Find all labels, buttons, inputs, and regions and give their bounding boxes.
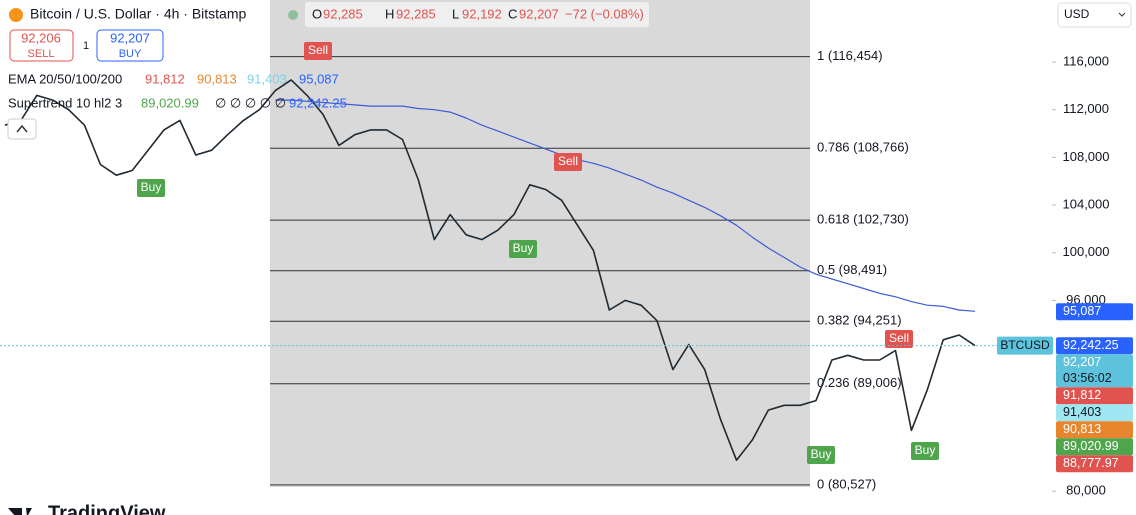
signal-badge (911, 442, 939, 460)
change: −72 (−0.08%) (565, 6, 644, 21)
price-badge-sublabel: 03:56:02 (1063, 371, 1112, 385)
price-badge (1056, 303, 1133, 321)
indicator-value: 91,812 (145, 71, 185, 86)
price-badge (1056, 438, 1133, 456)
signal-badge (304, 42, 332, 60)
price-badge (1056, 387, 1133, 405)
indicator-value: 90,813 (197, 71, 237, 86)
price-badge-label: 91,812 (1063, 388, 1101, 402)
buy-label: BUY (119, 48, 142, 60)
price-badge-label: 95,087 (1063, 304, 1101, 318)
indicator-value: ∅ ∅ ∅ ∅ ∅ (215, 95, 286, 110)
fib-label: 1 (116,454) (817, 48, 883, 63)
fib-label: 0.786 (108,766) (817, 140, 909, 155)
buy-price: 92,207 (110, 30, 150, 45)
symbol-badge-label: BTCUSD (1000, 338, 1050, 352)
quantity: 1 (83, 40, 89, 52)
ohlc-value: 92,285 (323, 6, 363, 21)
price-badge-label: 92,207 (1063, 355, 1101, 369)
ohlc-key: L (452, 6, 459, 21)
symbol-logo (9, 8, 23, 22)
price-badge (1056, 404, 1133, 422)
fib-label: 0.382 (94,251) (817, 313, 902, 328)
y-tick-label: 96,000 (1066, 292, 1106, 307)
brand: TradingView (48, 502, 166, 515)
y-tick-label: 104,000 (1063, 196, 1110, 211)
signal-badge (554, 153, 582, 171)
signal-label: Buy (811, 447, 832, 461)
price-badge (1056, 421, 1133, 439)
dropdown-icon (1118, 12, 1126, 17)
fib-label: 0 (80,527) (817, 476, 876, 491)
price-badge-label: 88,777.97 (1063, 456, 1119, 470)
currency: USD (1064, 7, 1090, 21)
y-tick-label: 100,000 (1063, 244, 1110, 259)
y-tick-label: 112,000 (1063, 101, 1109, 116)
symbol-badge (997, 336, 1053, 355)
ohlc-key: C (508, 6, 517, 21)
signal-label: Buy (513, 241, 534, 255)
price-badge-label: 90,813 (1063, 422, 1101, 436)
brand-logo (8, 508, 32, 515)
currency-select[interactable] (1057, 2, 1132, 28)
signal-label: Buy (141, 180, 162, 194)
y-tick-label: 108,000 (1063, 149, 1110, 164)
fib-label: 0.5 (98,491) (817, 262, 887, 277)
ohlc-value: 92,285 (396, 6, 436, 21)
signal-label: Sell (308, 43, 328, 57)
price-badge (1056, 354, 1133, 388)
fib-label: 0.618 (102,730) (817, 212, 909, 227)
indicator-value: 92,242.25 (289, 95, 347, 110)
ohlc-value: 92,192 (462, 6, 502, 21)
ohlc-box (305, 2, 649, 27)
signal-badge (509, 240, 537, 258)
signal-badge (137, 179, 165, 197)
indicator-value: 91,403 (247, 71, 287, 86)
signal-label: Sell (558, 154, 578, 168)
sell-price: 92,206 (21, 30, 61, 45)
indicator-name: Supertrend 10 hl2 3 (8, 95, 122, 110)
status-dot (288, 10, 298, 20)
plot: 80,000 96,000 100,000 104,000 108,000 112,000… (0, 42, 1133, 498)
price-badge (1056, 337, 1133, 355)
indicator-value: 95,087 (299, 71, 339, 86)
signal-label: Buy (915, 443, 936, 457)
price-badge-label: 91,403 (1063, 405, 1101, 419)
collapse-button[interactable] (7, 118, 37, 140)
indicator-value: 89,020.99 (141, 95, 199, 110)
selection-region (270, 0, 810, 487)
collapse-icon (16, 124, 28, 133)
fib-label: 0.236 (89,006) (817, 375, 902, 390)
price-badge-label: 92,242.25 (1063, 338, 1119, 352)
y-tick-label: 80,000 (1066, 483, 1106, 498)
sell-label: SELL (28, 48, 55, 60)
symbol-title: Bitcoin / U.S. Dollar · 4h · Bitstamp (30, 6, 247, 22)
price-badge-label: 89,020.99 (1063, 439, 1119, 453)
indicator-name: EMA 20/50/100/200 (8, 71, 122, 86)
signal-badge (807, 446, 835, 464)
signal-badge (885, 330, 913, 348)
ohlc-key: O (312, 6, 322, 21)
y-tick-label: 116,000 (1063, 53, 1109, 68)
signal-label: Sell (889, 331, 909, 345)
series-line (275, 99, 976, 312)
ohlc-key: H (385, 6, 394, 21)
buy-button[interactable] (96, 29, 164, 62)
series-line (4, 79, 976, 461)
ohlc-value: 92,207 (519, 6, 559, 21)
price-badge (1056, 455, 1133, 473)
sell-button[interactable] (9, 29, 74, 62)
